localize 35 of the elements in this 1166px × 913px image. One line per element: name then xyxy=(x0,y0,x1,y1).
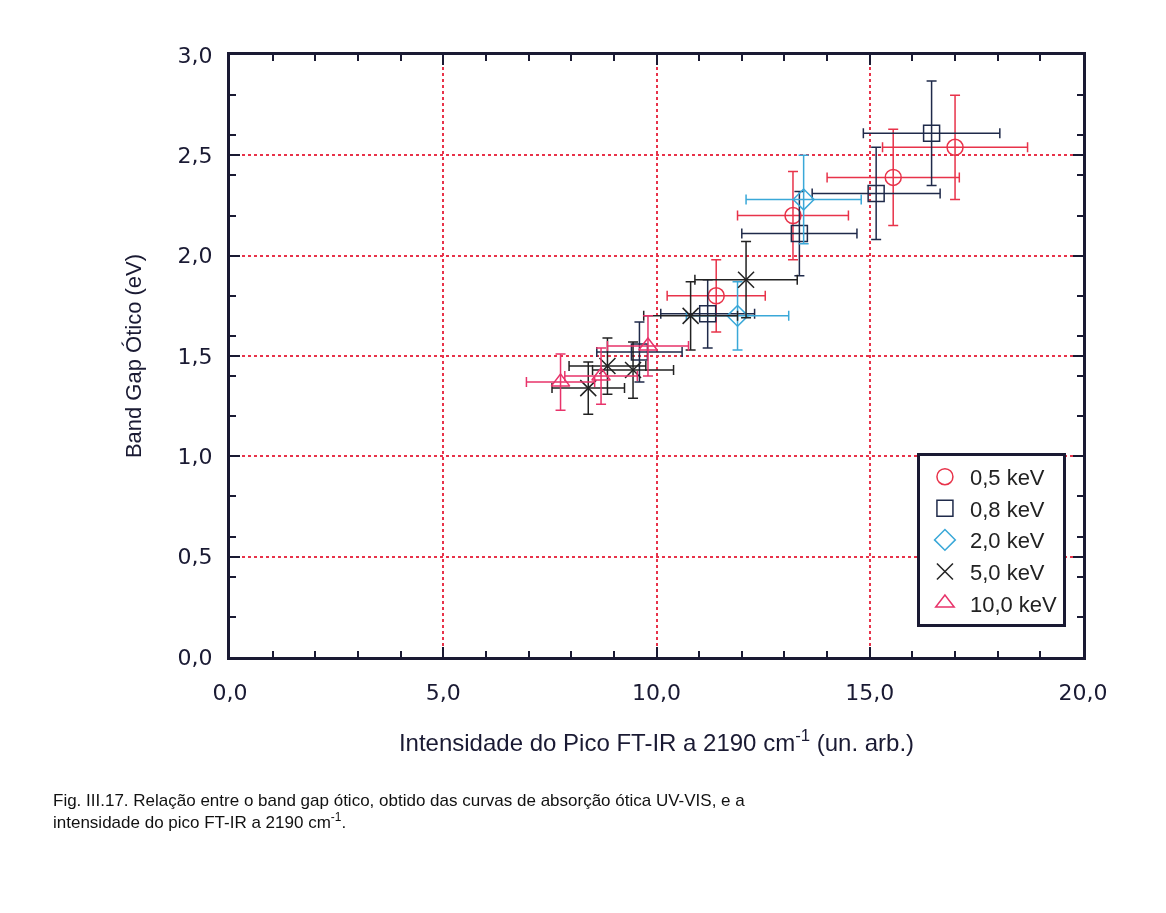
x-tick-label: 10,0 xyxy=(632,680,681,706)
point xyxy=(624,361,642,379)
point xyxy=(792,188,815,211)
point xyxy=(946,138,964,157)
legend-label: 2,0 keV xyxy=(969,528,1045,554)
x-axis-title: Intensidade do Pico FT-IR a 2190 cm$^{-1}$ (un. arb.) xyxy=(398,725,915,756)
y-tick-label: 2,0 xyxy=(177,243,213,269)
point xyxy=(707,287,725,305)
point xyxy=(922,124,941,143)
x-tick-label: 20,0 xyxy=(1058,680,1108,706)
point xyxy=(698,305,717,323)
y-tick-label: 1,0 xyxy=(177,444,213,470)
x-tick-label: 15,0 xyxy=(845,680,895,706)
y-tick-label: 0,5 xyxy=(177,544,213,570)
legend-label: 5,0 keV xyxy=(969,560,1045,586)
point xyxy=(598,357,617,375)
point xyxy=(681,307,700,325)
x-tick-label: 5,0 xyxy=(425,680,461,706)
legend-label: 0,8 keV xyxy=(969,496,1045,522)
point xyxy=(790,224,809,243)
point xyxy=(737,271,755,289)
y-tick-label: 2,5 xyxy=(177,143,213,169)
x-tick-label: 0,0 xyxy=(212,680,248,706)
y-tick-label: 0,0 xyxy=(177,644,213,670)
text: Fig. III.17. Relação entre o band gap ótico, obtido das curvas de absorção ótica UV-VIS, e a intensidade do pico FT-IR a 2190 cm$^{-1}$. xyxy=(53,791,746,833)
point xyxy=(867,184,885,203)
point xyxy=(579,379,598,397)
point xyxy=(726,304,749,328)
point xyxy=(884,168,902,187)
legend-label: 10,0 keV xyxy=(969,591,1058,617)
y-tick-label: 1,5 xyxy=(177,343,213,369)
y-axis-title: Band Gap Ótico (eV) xyxy=(121,253,147,459)
point xyxy=(784,206,802,225)
legend-label: 0,5 keV xyxy=(969,465,1045,491)
y-tick-label: 3,0 xyxy=(177,42,213,68)
